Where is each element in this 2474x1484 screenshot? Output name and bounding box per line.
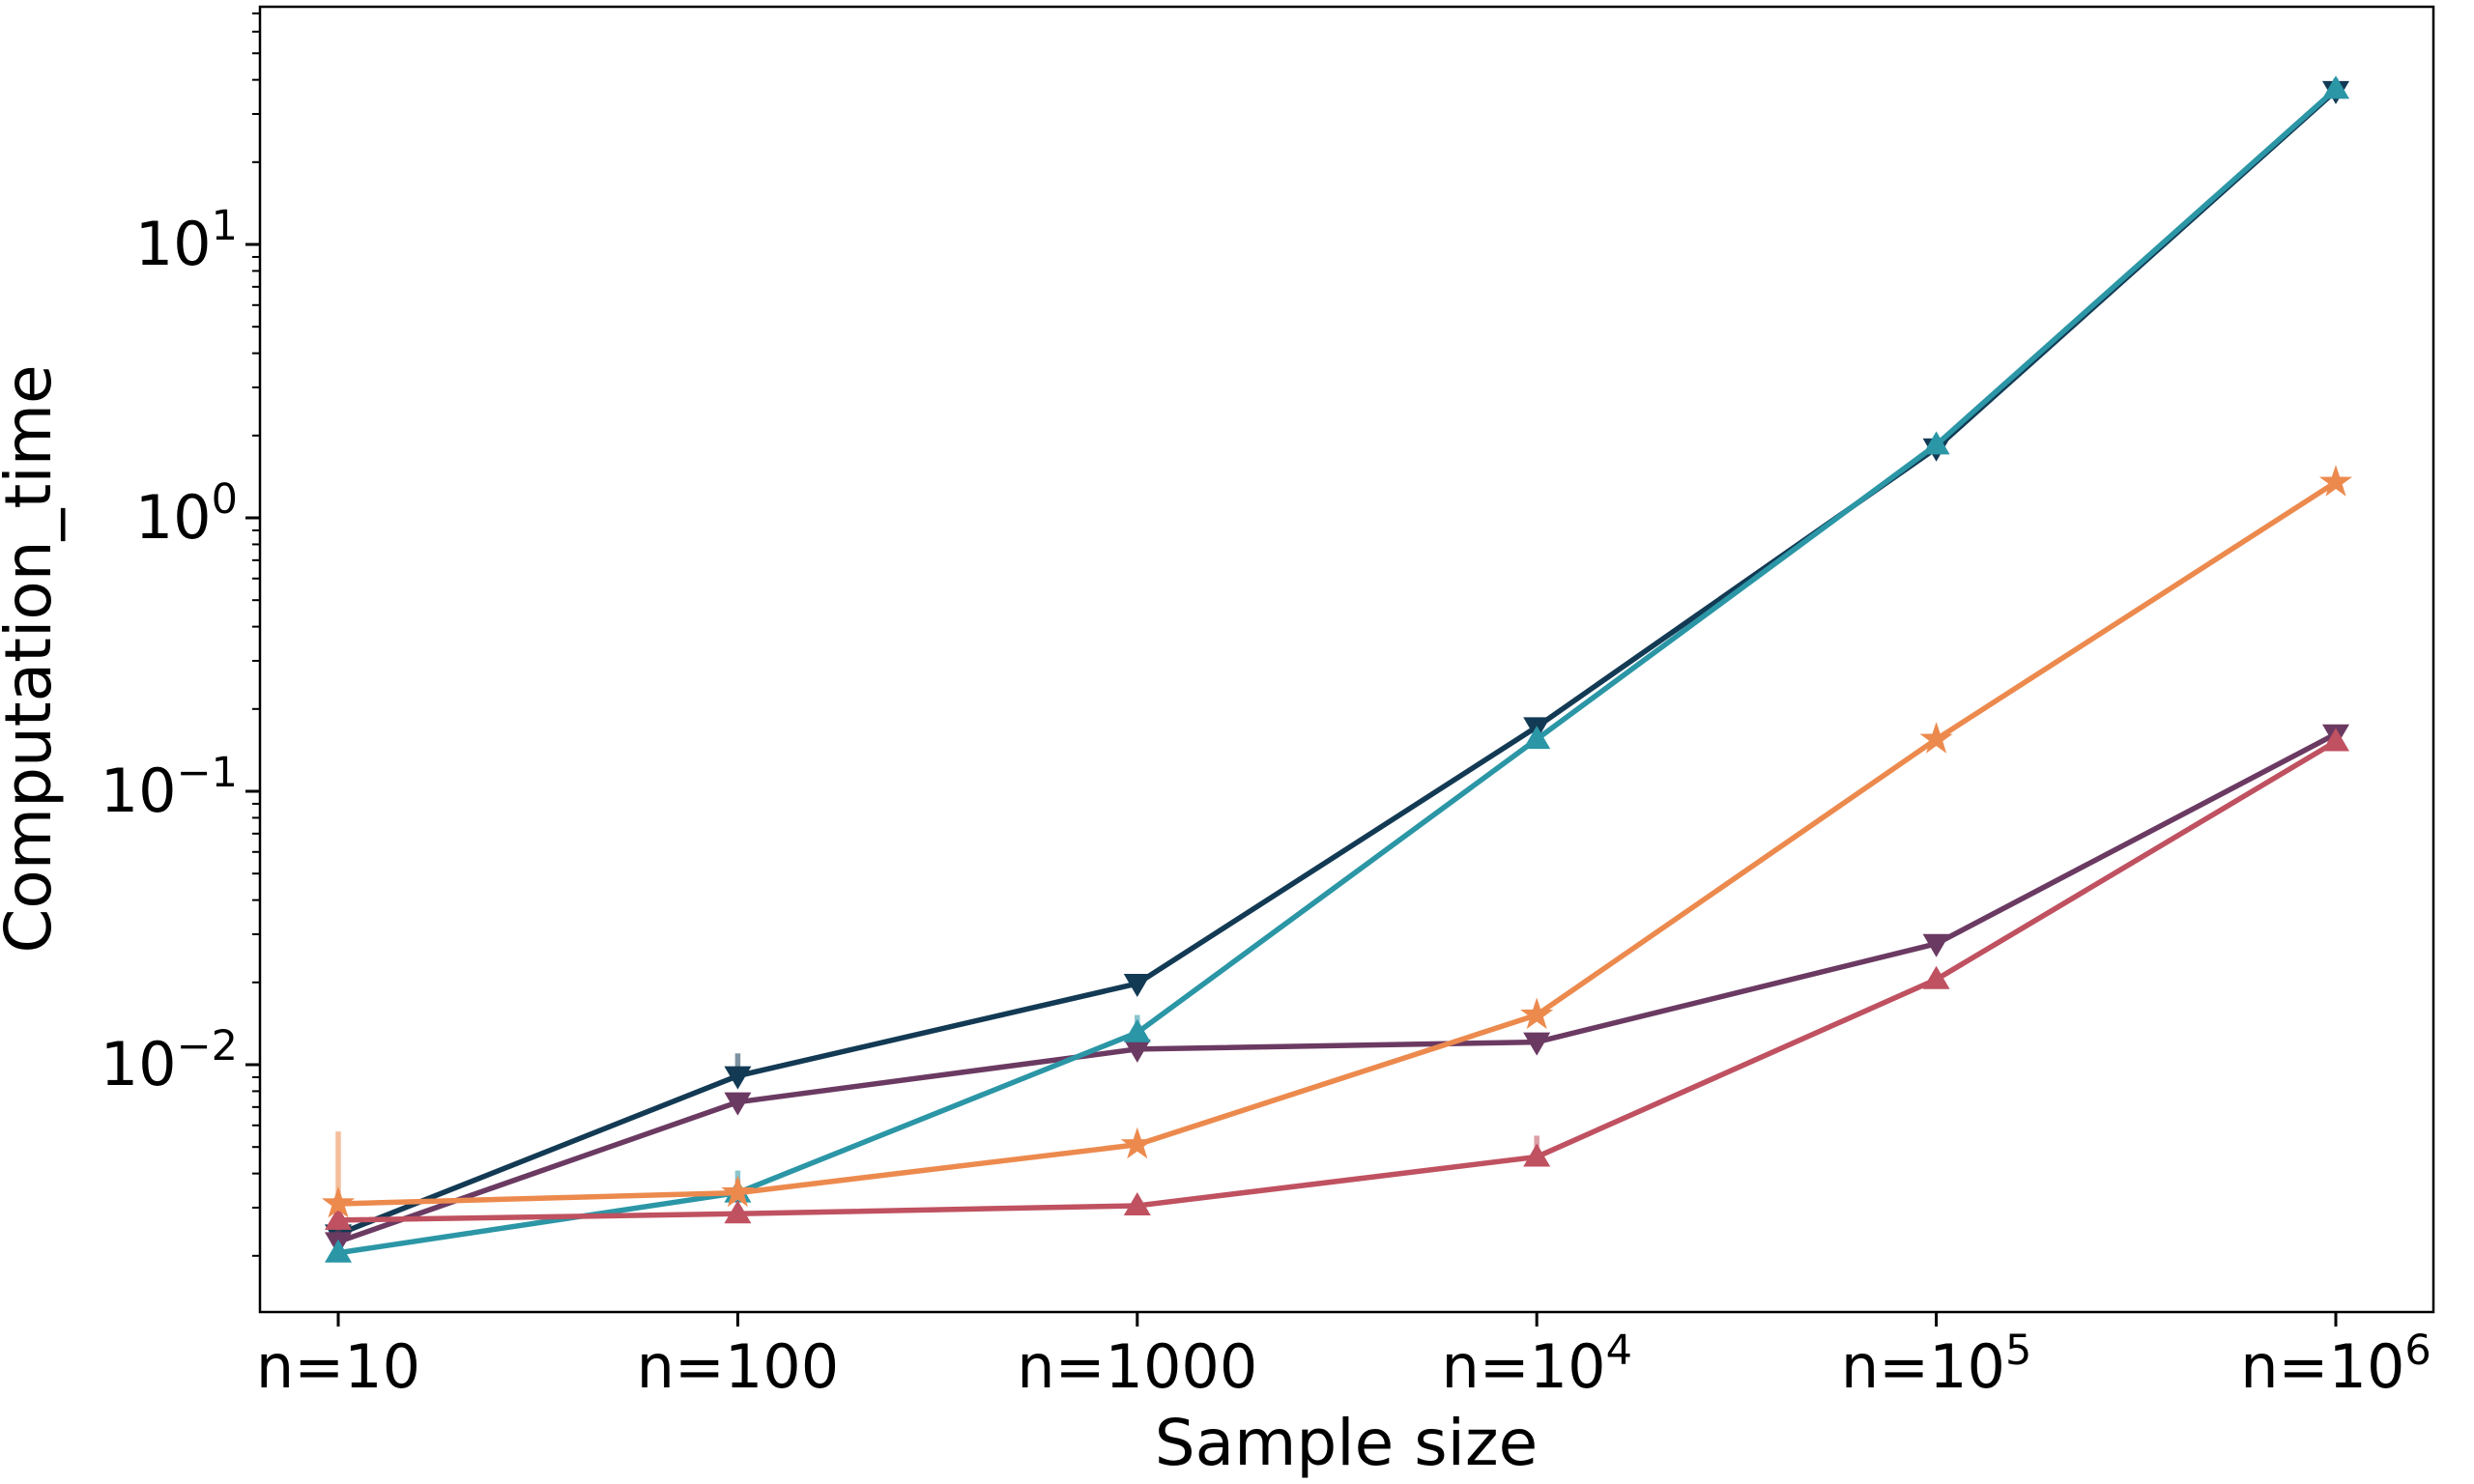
plum-triangle-down-series-marker bbox=[1123, 1039, 1151, 1063]
teal-triangle-up-series-marker bbox=[1922, 431, 1950, 455]
orange-star-series-marker bbox=[321, 1185, 356, 1218]
x-tick-label: n=105 bbox=[1841, 1327, 2032, 1402]
x-tick-label: n=106 bbox=[2240, 1327, 2431, 1402]
maroon-triangle-up-series-marker bbox=[1523, 1143, 1551, 1167]
navy-triangle-down-series-marker bbox=[724, 1066, 752, 1090]
orange-star-series-marker bbox=[2318, 465, 2353, 497]
orange-star-series-marker bbox=[1520, 997, 1554, 1030]
orange-star-series-marker bbox=[721, 1175, 755, 1208]
y-tick-label: 10−2 bbox=[101, 1022, 238, 1099]
maroon-triangle-up-series-line bbox=[337, 739, 2338, 1223]
plum-triangle-down-series-marker bbox=[1523, 1032, 1551, 1056]
orange-star-series-marker bbox=[1120, 1127, 1154, 1159]
x-tick-label: n=1000 bbox=[1017, 1331, 1257, 1402]
maroon-triangle-up-series-marker bbox=[1123, 1191, 1151, 1215]
plum-triangle-down-series-marker bbox=[1922, 933, 1950, 957]
plum-triangle-down-series-marker bbox=[724, 1092, 752, 1116]
teal-triangle-up-series-marker bbox=[1123, 1018, 1151, 1042]
navy-triangle-down-series-marker bbox=[1123, 974, 1151, 998]
teal-triangle-up-series-marker bbox=[1523, 726, 1551, 750]
teal-triangle-up-series-line bbox=[337, 87, 2338, 1256]
y-axis-label: Computation_time bbox=[0, 364, 66, 953]
plot-frame bbox=[258, 5, 2435, 1314]
x-tick-label: n=104 bbox=[1441, 1327, 1632, 1402]
plum-triangle-down-series-line bbox=[337, 731, 2338, 1244]
y-tick-label: 101 bbox=[135, 202, 238, 279]
maroon-triangle-up-series-marker bbox=[1922, 965, 1950, 989]
maroon-triangle-up-series-marker bbox=[724, 1200, 752, 1224]
orange-star-series-marker bbox=[1919, 722, 1953, 754]
navy-triangle-down-series-line bbox=[336, 88, 2338, 1237]
maroon-triangle-up-series-marker bbox=[325, 1206, 352, 1230]
orange-star-series-line bbox=[337, 479, 2338, 1207]
x-tick-label: n=100 bbox=[637, 1331, 840, 1402]
teal-triangle-up-series-marker bbox=[2322, 75, 2349, 100]
plot-layers: 101 100 10−1 10−2 n=10 n=100 n=1000 n=104 n=105 n… bbox=[101, 12, 2431, 1402]
x-tick-label: n=10 bbox=[256, 1331, 420, 1402]
y-tick-label: 10−1 bbox=[101, 749, 238, 826]
y-tick-label: 100 bbox=[135, 475, 238, 553]
teal-triangle-up-series-marker bbox=[325, 1239, 352, 1263]
maroon-triangle-up-series-marker bbox=[2322, 728, 2349, 752]
x-axis-label: Sample size bbox=[1155, 1406, 1538, 1480]
